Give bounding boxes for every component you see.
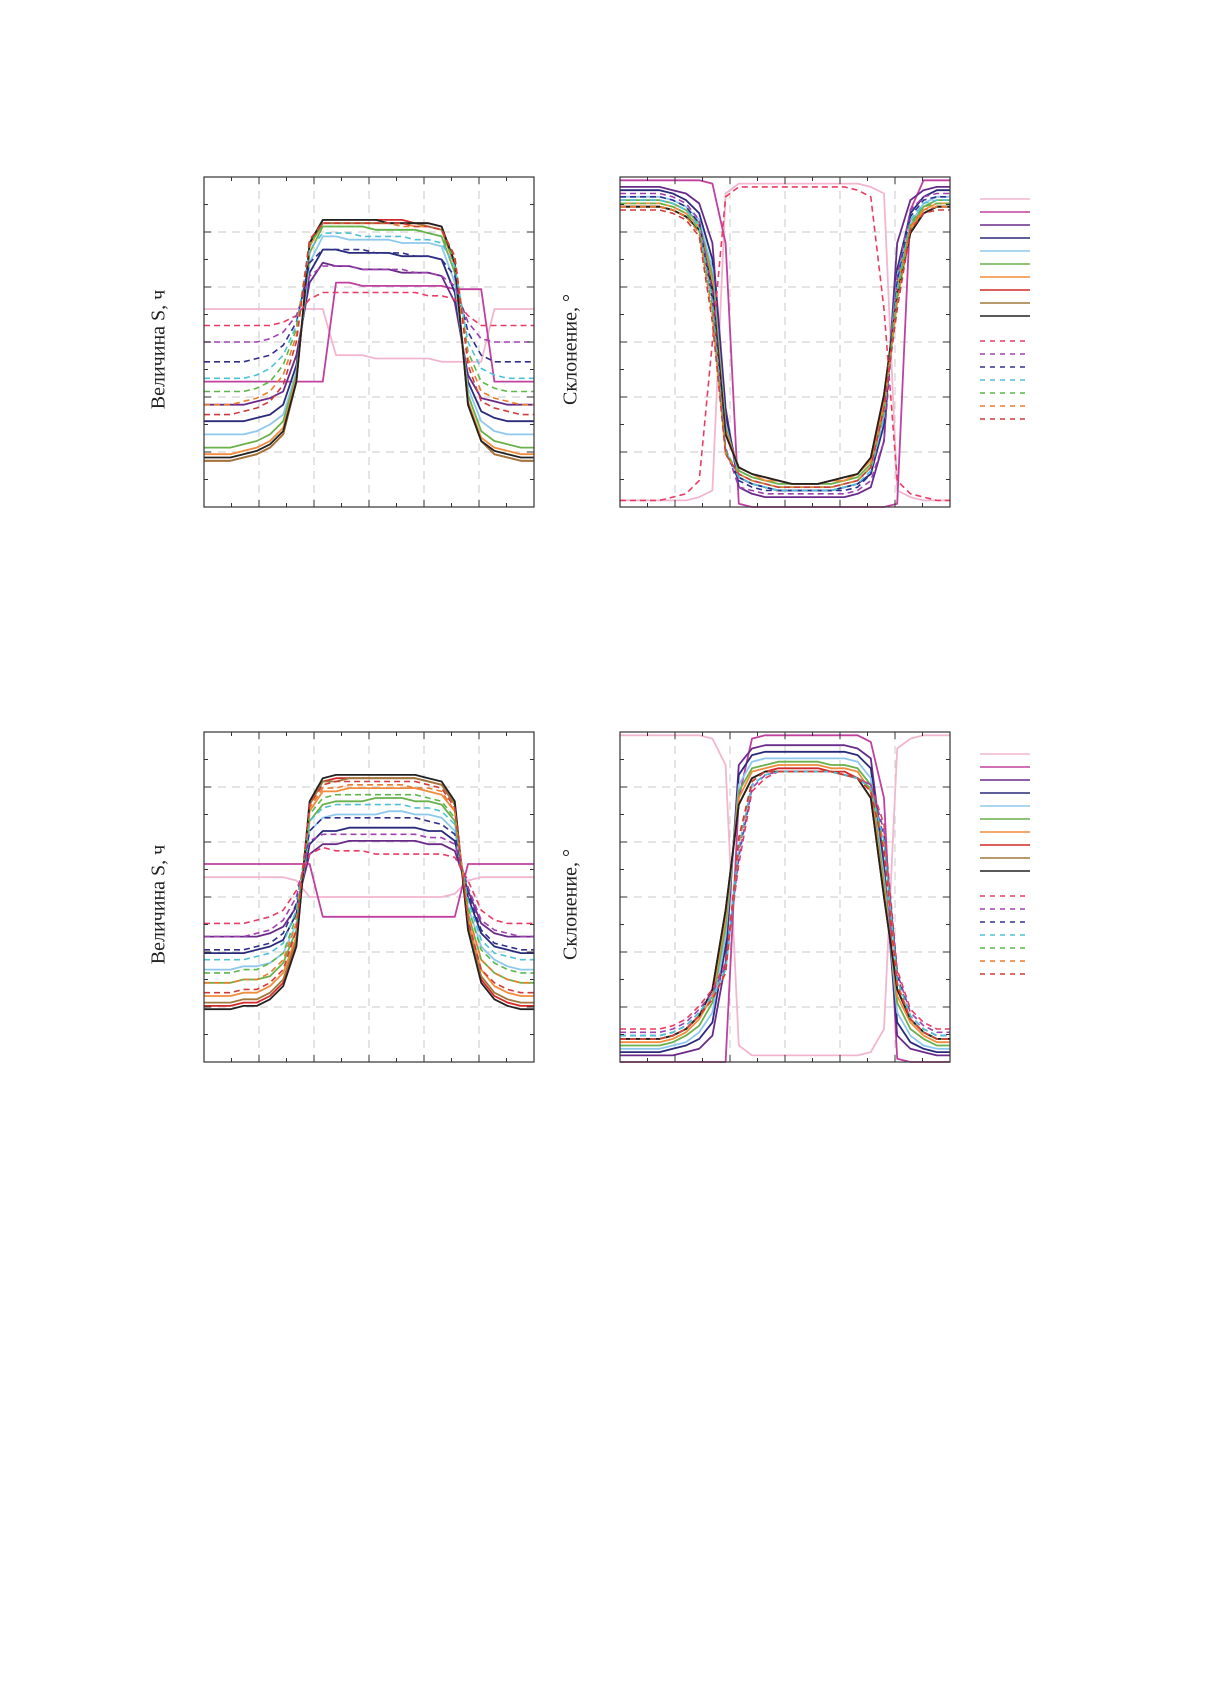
chart-panel-bottom-right [619, 731, 1030, 1063]
series-line-4 [204, 826, 534, 954]
series-line-14 [620, 199, 950, 492]
series-line-10 [204, 774, 534, 1011]
series-line-1 [204, 876, 534, 898]
series-line-12 [204, 265, 534, 343]
series-line-17 [620, 209, 950, 489]
series-line-2 [204, 863, 534, 918]
series-line-3 [204, 840, 534, 938]
series-line-12 [204, 833, 534, 938]
series-line-14 [620, 770, 950, 1037]
series-line-11 [204, 846, 534, 925]
series-line-11 [204, 291, 534, 327]
series-line-15 [204, 225, 534, 393]
y-axis-label-top-left: Величина S, ч [147, 289, 170, 410]
series-line-15 [204, 793, 534, 974]
series-line-3 [204, 261, 534, 406]
series-line-1 [204, 308, 534, 363]
series-line-2 [204, 281, 534, 383]
series-line-14 [204, 232, 534, 380]
series-line-14 [204, 803, 534, 961]
y-axis-label-top-right: Склонение, ° [559, 294, 582, 405]
series-line-11 [620, 186, 950, 502]
series-line-17 [620, 770, 950, 1040]
series-line-3 [620, 185, 950, 499]
series-line-10 [204, 218, 534, 459]
series-line-12 [620, 192, 950, 495]
series-line-17 [204, 222, 534, 416]
chart-panel-top-left [203, 176, 535, 508]
series-line-17 [204, 780, 534, 994]
series-line-13 [204, 248, 534, 363]
series-line-9 [204, 777, 534, 1004]
series-line-5 [204, 235, 534, 436]
y-axis-label-bottom-left: Величина S, ч [147, 844, 170, 965]
y-axis-label-bottom-right: Склонение, ° [559, 849, 582, 960]
series-line-7 [204, 787, 534, 997]
series-line-13 [204, 816, 534, 951]
chart-panel-bottom-left [203, 731, 535, 1063]
series-line-4 [204, 248, 534, 423]
chart-panel-top-right [619, 176, 1030, 508]
series-line-16 [204, 783, 534, 984]
series-line-5 [204, 810, 534, 971]
